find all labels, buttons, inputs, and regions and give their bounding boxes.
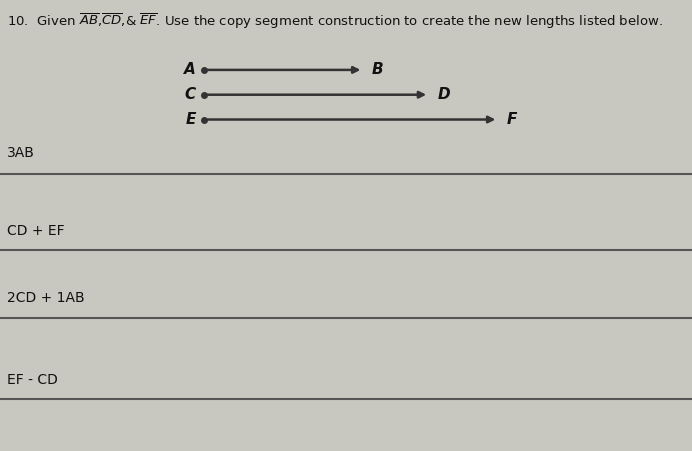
- Text: 10.  Given $\overline{AB}$,$\overline{CD}$,& $\overline{EF}$. Use the copy segme: 10. Given $\overline{AB}$,$\overline{CD}…: [7, 11, 663, 31]
- Text: D: D: [437, 87, 450, 102]
- Text: E: E: [185, 112, 196, 127]
- Text: CD + EF: CD + EF: [7, 224, 64, 238]
- Text: C: C: [185, 87, 196, 102]
- Text: 2CD + 1AB: 2CD + 1AB: [7, 291, 84, 305]
- Text: A: A: [184, 62, 196, 78]
- Text: B: B: [372, 62, 383, 78]
- Text: EF - CD: EF - CD: [7, 373, 58, 387]
- Text: F: F: [507, 112, 517, 127]
- Text: 3AB: 3AB: [7, 146, 35, 160]
